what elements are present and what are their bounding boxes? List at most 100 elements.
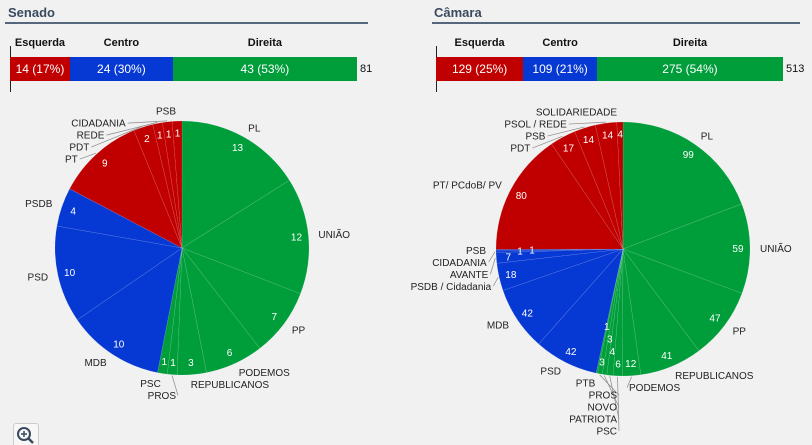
slice-label: PL (248, 124, 261, 135)
pie-slice-republicanos[interactable] (622, 248, 700, 376)
pie-slice-pros[interactable] (597, 248, 624, 375)
slice-value: 42 (522, 308, 534, 319)
pie-slice-psdb-cidadania[interactable] (496, 248, 624, 291)
zoom-in-icon (17, 427, 34, 444)
slice-label: PSC (596, 427, 617, 438)
pie-slice-psb[interactable] (495, 248, 624, 252)
leader-line (547, 126, 585, 137)
pie-slice-psd[interactable] (54, 225, 183, 321)
pie-slice-psdb[interactable] (56, 188, 183, 249)
slice-value: 3 (599, 358, 605, 369)
bloc-segment-direita: 43 (53%) (172, 57, 357, 81)
pie-slice-patriota[interactable] (606, 248, 624, 376)
leader-line (490, 257, 496, 275)
slice-value: 1 (604, 322, 610, 333)
slice-label: PROS (148, 391, 177, 402)
slice-value: 7 (271, 312, 277, 323)
slice-label: PSD (28, 273, 49, 284)
pie-slice-podemos[interactable] (181, 247, 261, 373)
leader-line (488, 251, 496, 263)
slice-label: PSDB / Cidadania (411, 282, 492, 293)
slice-label: UNIÃO (318, 228, 350, 241)
slice-label: PROS (589, 391, 618, 402)
pie-slice-cidadania[interactable] (162, 121, 183, 249)
pie-slice-pros[interactable] (166, 247, 183, 376)
pie-slice-pp[interactable] (622, 248, 743, 352)
pie-slice-avante[interactable] (495, 248, 624, 264)
slice-value: 1 (157, 131, 163, 142)
slice-label: AVANTE (450, 270, 489, 281)
pie-slice-psb[interactable] (171, 120, 183, 249)
slice-label: PT/ PCdoB/ PV (433, 181, 502, 192)
pie-slice-cidadania[interactable] (495, 248, 624, 253)
bloc-label-direita: Direita (672, 37, 708, 49)
pie-slice-psb[interactable] (574, 124, 624, 250)
slice-value: 12 (625, 359, 637, 370)
slice-label: REPUBLICANOS (191, 380, 270, 391)
slice-value: 2 (144, 134, 150, 145)
slice-label: PDT (69, 143, 89, 154)
pie-slice-pl[interactable] (622, 121, 743, 250)
zoom-button[interactable] (13, 423, 39, 445)
slice-value: 1 (529, 245, 535, 256)
slice-label: PP (292, 325, 306, 336)
slice-value: 4 (617, 130, 623, 141)
slice-label: MDB (487, 321, 510, 332)
slice-value: 12 (291, 232, 303, 243)
pie-slice-psc[interactable] (612, 248, 624, 377)
pie-slice-pl[interactable] (181, 120, 290, 249)
pie-slice-rede[interactable] (152, 122, 183, 249)
pie-slice-uni-o[interactable] (181, 179, 310, 295)
bloc-total: 513 (786, 63, 805, 75)
slice-label: PATRIOTA (569, 415, 617, 426)
pie-slice-pdt[interactable] (133, 124, 183, 249)
pie-slice-republicanos[interactable] (176, 247, 207, 376)
title-divider (432, 22, 800, 24)
pie-slice-pdt[interactable] (551, 131, 624, 250)
pie-slice-pt-pcdob-pv[interactable] (495, 143, 624, 250)
pie-slice-solidariedade[interactable] (616, 121, 624, 250)
pie-slice-psol-rede[interactable] (594, 121, 624, 250)
pie-slice-novo[interactable] (601, 248, 624, 376)
pie-slice-pt[interactable] (69, 130, 183, 249)
leader-line (568, 121, 606, 125)
slice-value: 1 (175, 129, 181, 140)
slice-value: 1 (166, 129, 172, 140)
slice-value: 10 (113, 340, 125, 351)
slice-label: SOLIDARIEDADE (536, 108, 617, 119)
bloc-label-direita: Direita (247, 37, 282, 49)
slice-value: 3 (188, 358, 194, 369)
slice-label: REDE (77, 131, 105, 142)
bloc-segment-direita: 275 (54%) (596, 57, 783, 81)
slice-label: PTB (576, 379, 596, 390)
pie-slice-mdb[interactable] (76, 247, 183, 373)
senado-panel: Senado 14 (17%) 24 (30%) 43 (53%) 81 13 12 7… (0, 0, 400, 445)
pie-slice-psd[interactable] (538, 247, 624, 374)
slice-label: PT (65, 155, 78, 166)
pie-slice-ptb[interactable] (595, 248, 624, 374)
slice-value: 4 (70, 206, 76, 217)
slice-value: 9 (102, 158, 108, 169)
slice-label: PP (733, 327, 747, 338)
slice-label: MDB (84, 358, 107, 369)
pie-slice-pp[interactable] (181, 247, 301, 349)
slice-value: 47 (709, 314, 721, 325)
bloc-bar: 14 (17%) 24 (30%) 43 (53%) (10, 57, 357, 81)
slice-label: CIDADANIA (432, 258, 487, 269)
panel-title: Senado (8, 5, 55, 20)
pie-slice-mdb[interactable] (502, 248, 624, 345)
slice-value: 1 (517, 247, 523, 258)
slice-value: 99 (683, 150, 695, 161)
pie-slice-podemos[interactable] (621, 248, 642, 377)
slice-label: PSB (466, 246, 486, 257)
slice-label: PODEMOS (239, 368, 290, 379)
bloc-segment-centro: 109 (21%) (523, 57, 597, 81)
leader-line (171, 375, 179, 396)
leader-line (106, 122, 158, 136)
leader-line (604, 375, 620, 408)
pie-slice-uni-o[interactable] (622, 203, 751, 294)
pie-slice-psc[interactable] (157, 247, 183, 375)
